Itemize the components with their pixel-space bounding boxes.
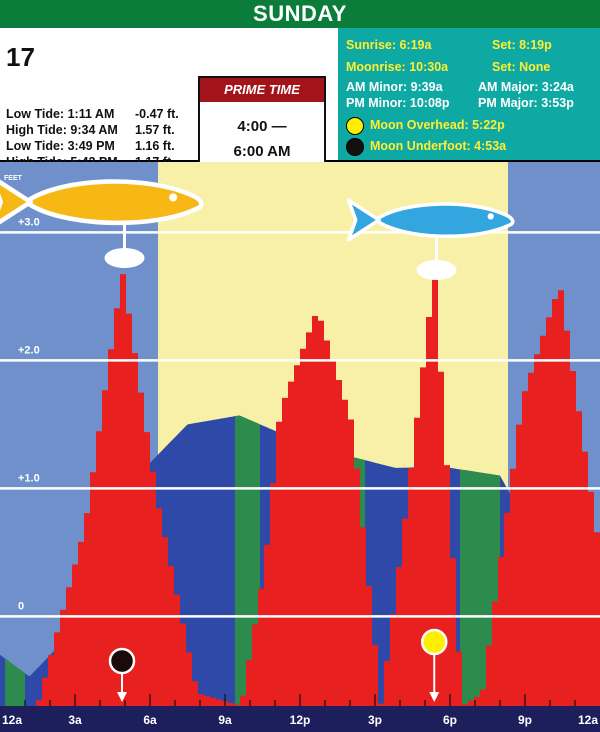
- major-period-fish-icon: [0, 179, 204, 226]
- tide-row: Low Tide: 1:11 AM -0.47 ft.: [6, 106, 206, 122]
- sun-moon-panel: Sunrise: 6:19a Set: 8:19p Moonrise: 10:3…: [338, 28, 600, 162]
- fish-tail: [0, 179, 33, 225]
- fish-stem-knob: [416, 260, 457, 280]
- moon-underfoot-icon: [346, 138, 364, 156]
- x-tick-label: 9a: [218, 713, 232, 727]
- tide-label-time: Low Tide: 1:11 AM: [6, 107, 115, 121]
- y-tick-label: +1.0: [18, 472, 40, 484]
- am-minor-text: AM Minor: 9:39a: [346, 80, 443, 94]
- day-name: SUNDAY: [253, 1, 347, 26]
- y-tick-label: +2.0: [18, 344, 40, 356]
- fish-tail: [346, 198, 381, 242]
- am-major-text: AM Major: 3:24a: [478, 80, 574, 94]
- prime-time-box: PRIME TIME 4:00 — 6:00 AM: [198, 76, 326, 176]
- fish-eye: [487, 213, 494, 220]
- sunset-text: Set: 8:19p: [492, 38, 552, 52]
- x-tick-label: 6p: [443, 713, 457, 727]
- tide-label-time: Low Tide: 3:49 PM: [6, 139, 115, 153]
- moon-underfoot-marker-icon: [108, 647, 136, 675]
- tide-row: High Tide: 9:34 AM 1.57 ft.: [6, 122, 206, 138]
- y-tick-label: 0: [18, 600, 24, 612]
- tide-info-panel: 17 Low Tide: 1:11 AM -0.47 ft. High Tide…: [0, 28, 338, 176]
- tide-label-time: High Tide: 9:34 AM: [6, 123, 118, 137]
- pm-minor-text: PM Minor: 10:08p: [346, 96, 450, 110]
- tide-shade-strip: [5, 658, 25, 706]
- moon-overhead-text: Moon Overhead: 5:22p: [370, 118, 505, 132]
- x-tick-label: 9p: [518, 713, 532, 727]
- x-tick-label: 6a: [143, 713, 157, 727]
- time-axis-bar: [0, 706, 600, 732]
- tide-solunar-chart: 0 +1.0 +2.0 +3.0 FEET 12a 3a 6a 9a 12p 3p 6p 9p 12a: [0, 162, 600, 732]
- tide-height: -0.47 ft.: [135, 107, 179, 121]
- x-tick-label: 12a: [578, 713, 598, 727]
- y-tick-label: +3.0: [18, 216, 40, 228]
- day-title-bar: SUNDAY: [0, 0, 600, 28]
- fish-body: [22, 179, 204, 226]
- pm-major-text: PM Major: 3:53p: [478, 96, 574, 110]
- tide-height: 1.16 ft.: [135, 139, 175, 153]
- x-tick-label: 3a: [68, 713, 82, 727]
- moonset-text: Set: None: [492, 60, 551, 74]
- prime-time-title: PRIME TIME: [200, 78, 324, 102]
- moon-overhead-marker-icon: [421, 628, 448, 656]
- moonrise-text: Moonrise: 10:30a: [346, 60, 449, 74]
- day-number: 17: [6, 42, 35, 72]
- y-unit-label: FEET: [4, 175, 23, 182]
- tide-row: Low Tide: 3:49 PM 1.16 ft.: [6, 138, 206, 154]
- x-tick-label: 3p: [368, 713, 382, 727]
- moon-marker-arrow-icon: [429, 692, 440, 702]
- moon-overhead-icon: [346, 117, 364, 135]
- prime-time-start: 4:00 —: [237, 118, 287, 135]
- prime-time-end: 6:00 AM: [233, 143, 291, 160]
- x-tick-label: 12a: [2, 713, 22, 727]
- solunar-activity-series: [0, 274, 600, 706]
- tide-height: 1.57 ft.: [135, 123, 175, 137]
- moon-marker-arrow-icon: [117, 692, 127, 702]
- fish-eye: [169, 193, 178, 202]
- fish-body: [372, 202, 515, 239]
- fish-stem-knob: [104, 248, 145, 268]
- moon-underfoot-text: Moon Underfoot: 4:53a: [370, 139, 507, 153]
- sunrise-text: Sunrise: 6:19a: [346, 38, 432, 52]
- tide-table: Low Tide: 1:11 AM -0.47 ft. High Tide: 9…: [6, 106, 206, 170]
- minor-period-fish-icon: [346, 198, 515, 242]
- x-tick-label: 12p: [290, 713, 311, 727]
